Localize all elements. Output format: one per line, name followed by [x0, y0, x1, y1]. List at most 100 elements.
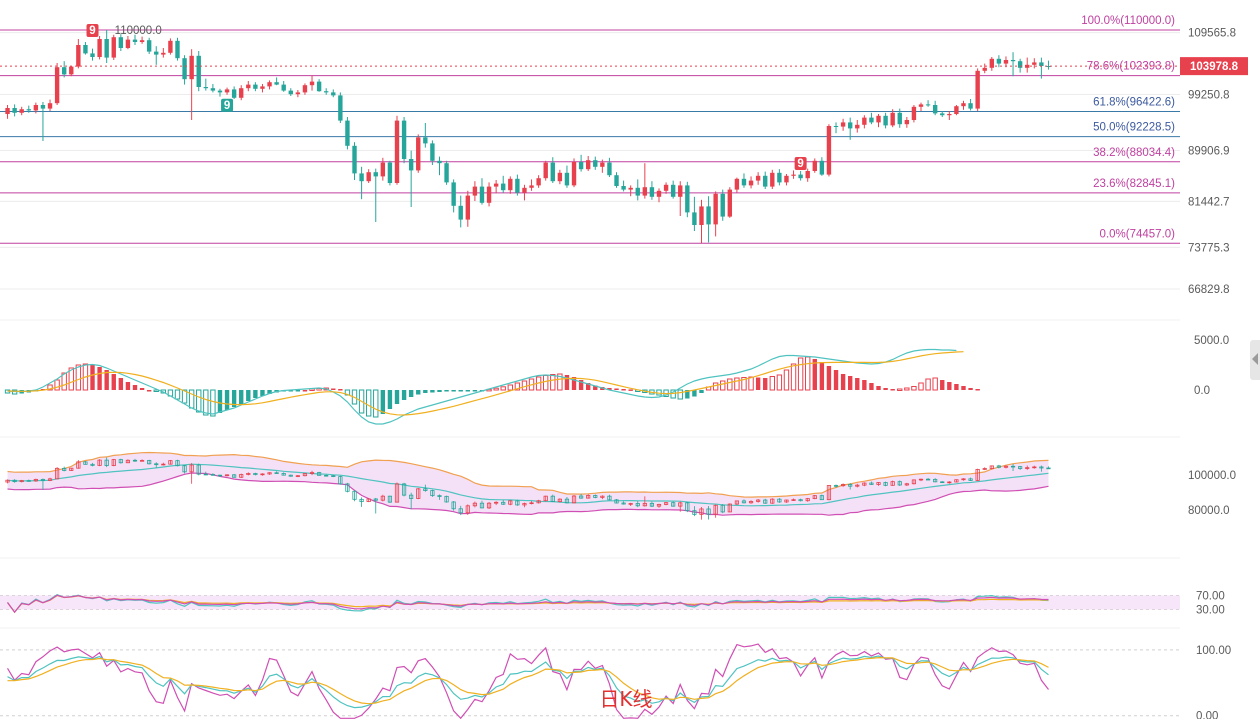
- boll-candle-body: [649, 502, 655, 507]
- boll-candle-body: [571, 495, 577, 504]
- boll-candle-body: [819, 495, 824, 501]
- boll-candle-body: [628, 503, 633, 505]
- boll-candle-body: [472, 502, 477, 507]
- boll-candle-body: [947, 481, 952, 484]
- candle-body: [593, 160, 598, 167]
- boll-candle-body: [975, 468, 980, 481]
- fib-level-label: 100.0%(110000.0): [1081, 15, 1175, 27]
- candle-body: [493, 183, 499, 187]
- candle-body: [585, 160, 591, 170]
- macd-histogram-bar: [797, 357, 804, 391]
- boll-candle-body: [437, 495, 442, 497]
- candle-body: [897, 112, 902, 125]
- macd-histogram-bar: [593, 385, 598, 390]
- macd-histogram-bar: [153, 389, 159, 392]
- macd-histogram-bar: [203, 389, 209, 416]
- boll-candle-body: [444, 495, 449, 503]
- candle-body: [614, 175, 619, 186]
- candle-body: [947, 114, 952, 116]
- macd-histogram-bar: [614, 388, 619, 390]
- boll-candle-body: [763, 499, 768, 504]
- boll-candle-body: [345, 483, 350, 492]
- macd-histogram-bar: [188, 389, 195, 409]
- candle-body: [508, 178, 513, 191]
- boll-candle-body: [883, 482, 888, 486]
- boll-candle-body: [855, 484, 860, 487]
- boll-candle-body: [557, 498, 562, 502]
- macd-histogram-bar: [224, 390, 230, 410]
- macd-histogram-bar: [727, 378, 733, 391]
- boll-candle-body: [5, 479, 10, 483]
- boll-candle-body: [841, 484, 846, 487]
- candle-body: [734, 178, 740, 190]
- boll-candle-body: [1018, 466, 1023, 469]
- candle-body: [678, 185, 683, 197]
- boll-candle-body: [579, 495, 584, 499]
- macd-histogram-bar: [578, 380, 584, 390]
- candle-body: [904, 120, 910, 125]
- macd-histogram-bar: [104, 370, 109, 390]
- candle-body: [231, 89, 237, 98]
- candle-body: [876, 115, 881, 123]
- price-axis-tick-label: 89906.9: [1188, 146, 1230, 158]
- boll-candle-body: [607, 495, 612, 501]
- boll-candle-body: [593, 495, 598, 498]
- candle-body: [784, 175, 789, 183]
- macd-histogram-bar: [514, 382, 521, 391]
- macd-histogram-bar: [712, 382, 719, 391]
- boll-candle-body: [940, 481, 945, 484]
- boll-candle-body: [338, 476, 343, 485]
- boll-candle-body: [678, 502, 683, 507]
- macd-histogram-bar: [550, 374, 556, 391]
- candle-body: [911, 106, 917, 120]
- price-axis-tick-label: 99250.8: [1188, 89, 1230, 101]
- boll-candle-body: [614, 499, 619, 504]
- boll-candle-body: [996, 465, 1001, 468]
- candle-body: [961, 103, 966, 107]
- candle-body: [727, 189, 733, 217]
- fib-level-label: 78.6%(102393.8): [1087, 61, 1175, 73]
- boll-candle-body: [692, 510, 697, 515]
- boll-candle-body: [727, 503, 732, 513]
- macd-histogram-bar: [940, 380, 945, 390]
- macd-histogram-bar: [571, 377, 577, 390]
- candle-body: [168, 40, 173, 53]
- candle-body: [394, 120, 400, 183]
- macd-histogram-bar: [975, 389, 980, 391]
- candle-body: [578, 162, 584, 170]
- macd-histogram-bar: [196, 389, 202, 413]
- td-sequential-label: 9: [224, 100, 230, 112]
- candle-body: [685, 185, 690, 213]
- boll-candle-body: [741, 500, 747, 504]
- boll-candle-body: [798, 499, 803, 502]
- boll-candle-body: [550, 495, 555, 502]
- boll-candle-body: [387, 495, 393, 503]
- boll-candle-body: [90, 463, 95, 466]
- boll-candle-body: [182, 465, 187, 473]
- macd-axis-tick-label: 5000.0: [1194, 335, 1229, 347]
- macd-histogram-bar: [146, 390, 152, 392]
- price-axis-tick-label: 73775.3: [1188, 242, 1230, 254]
- macd-histogram-bar: [826, 366, 832, 390]
- macd-histogram-bar: [755, 377, 761, 390]
- fib-level-label: 23.6%(82845.1): [1093, 178, 1175, 190]
- boll-candle-body: [869, 482, 874, 485]
- candle-body: [670, 184, 676, 197]
- candle-body: [359, 173, 364, 182]
- boll-candle-body: [911, 479, 917, 485]
- macd-histogram-bar: [500, 386, 506, 391]
- boll-candle-body: [324, 474, 329, 477]
- boll-candle-body: [55, 467, 60, 480]
- boll-candle-body: [954, 479, 959, 483]
- boll-candle-body: [288, 474, 293, 477]
- macd-histogram-bar: [699, 390, 704, 393]
- boll-candle-body: [380, 495, 385, 501]
- macd-histogram-bar: [947, 382, 952, 390]
- candle-body: [1039, 62, 1044, 66]
- candle-body: [777, 172, 782, 183]
- candle-body: [706, 206, 711, 225]
- boll-candle-body: [522, 503, 527, 506]
- macd-histogram-bar: [748, 376, 754, 391]
- collapse-panel-handle[interactable]: [1250, 340, 1260, 380]
